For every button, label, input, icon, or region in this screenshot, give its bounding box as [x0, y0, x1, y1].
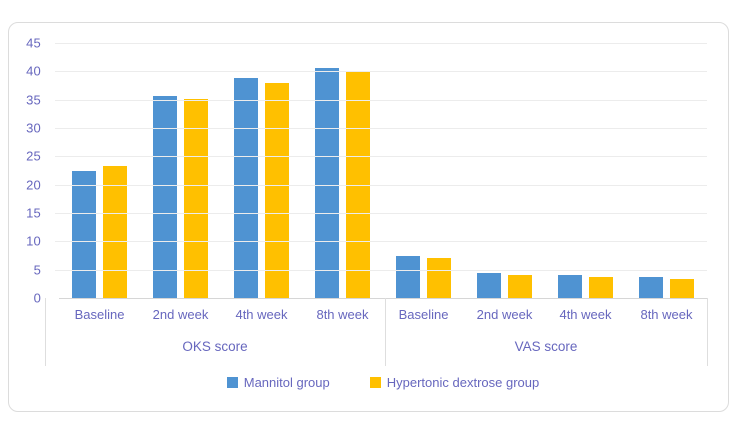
- gridline: [55, 213, 707, 214]
- bar: [234, 77, 258, 298]
- x-tick-label: 2nd week: [152, 307, 209, 322]
- x-tick-label: 4th week: [235, 307, 288, 322]
- axis-group-label: OKS score: [182, 339, 248, 354]
- gridline: [55, 269, 707, 271]
- bar: [184, 99, 208, 298]
- legend-item: Hypertonic dextrose group: [369, 375, 540, 390]
- category-cell: [140, 43, 221, 298]
- bar: [639, 277, 663, 298]
- legend-label: Hypertonic dextrose group: [386, 375, 540, 390]
- legend-label: Mannitol group: [243, 375, 330, 390]
- gridline: [55, 184, 707, 186]
- x-tick-label: 2nd week: [476, 307, 533, 322]
- category-cell: [59, 43, 140, 298]
- axis-separator: [385, 298, 386, 366]
- y-tick-label: 20: [26, 177, 41, 193]
- gridline: [55, 128, 707, 129]
- y-tick-label: 5: [33, 262, 41, 278]
- group-labels: OKS score VAS score: [9, 332, 728, 362]
- x-tick-label: 4th week: [559, 307, 612, 322]
- legend: Mannitol group Hypertonic dextrose group: [59, 375, 707, 390]
- gridline: [55, 43, 707, 44]
- plot-area: [55, 43, 707, 299]
- bar: [477, 273, 501, 298]
- bar: [670, 278, 694, 298]
- bar: [103, 165, 127, 298]
- bars-row: [59, 43, 707, 298]
- bar: [315, 67, 339, 298]
- gridline: [55, 71, 707, 73]
- x-tick-label: Baseline: [398, 307, 449, 322]
- y-tick-label: 0: [33, 290, 41, 306]
- gridline: [55, 99, 707, 101]
- y-tick-label: 15: [26, 205, 41, 221]
- category-cell: [626, 43, 707, 298]
- y-tick-label: 45: [26, 35, 41, 51]
- x-tick-label: Baseline: [74, 307, 125, 322]
- bar: [589, 277, 613, 298]
- axis-separator: [45, 298, 46, 366]
- y-tick-label: 30: [26, 120, 41, 136]
- y-tick-label: 35: [26, 92, 41, 108]
- chart-card: 45 40 35 30 25 20 15 10 5 0 Baseline 2nd week 4th w…: [8, 22, 729, 412]
- category-cell: [545, 43, 626, 298]
- category-labels: Baseline 2nd week 4th week 8th week Baseline…: [59, 298, 707, 332]
- gridline: [55, 241, 707, 243]
- bar: [396, 256, 420, 298]
- bar: [558, 274, 582, 298]
- x-tick-label: 8th week: [640, 307, 693, 322]
- category-cell: [302, 43, 383, 298]
- category-cell: [464, 43, 545, 298]
- axis-separator: [707, 298, 708, 366]
- y-axis: 45 40 35 30 25 20 15 10 5 0: [9, 36, 43, 306]
- gridline: [55, 156, 707, 158]
- legend-swatch-icon: [226, 377, 238, 388]
- bar: [508, 274, 532, 298]
- bar: [72, 171, 96, 298]
- legend-item: Mannitol group: [226, 375, 330, 390]
- bar: [153, 96, 177, 298]
- bar: [427, 258, 451, 298]
- category-cell: [221, 43, 302, 298]
- axis-group-label: VAS score: [514, 339, 578, 354]
- bar: [265, 83, 289, 298]
- x-axis: Baseline 2nd week 4th week 8th week Baseline…: [9, 298, 728, 366]
- x-tick-label: 8th week: [316, 307, 369, 322]
- category-cell: [383, 43, 464, 298]
- legend-swatch-icon: [369, 377, 381, 388]
- y-tick-label: 25: [26, 148, 41, 164]
- y-tick-label: 40: [26, 63, 41, 79]
- y-tick-label: 10: [26, 233, 41, 249]
